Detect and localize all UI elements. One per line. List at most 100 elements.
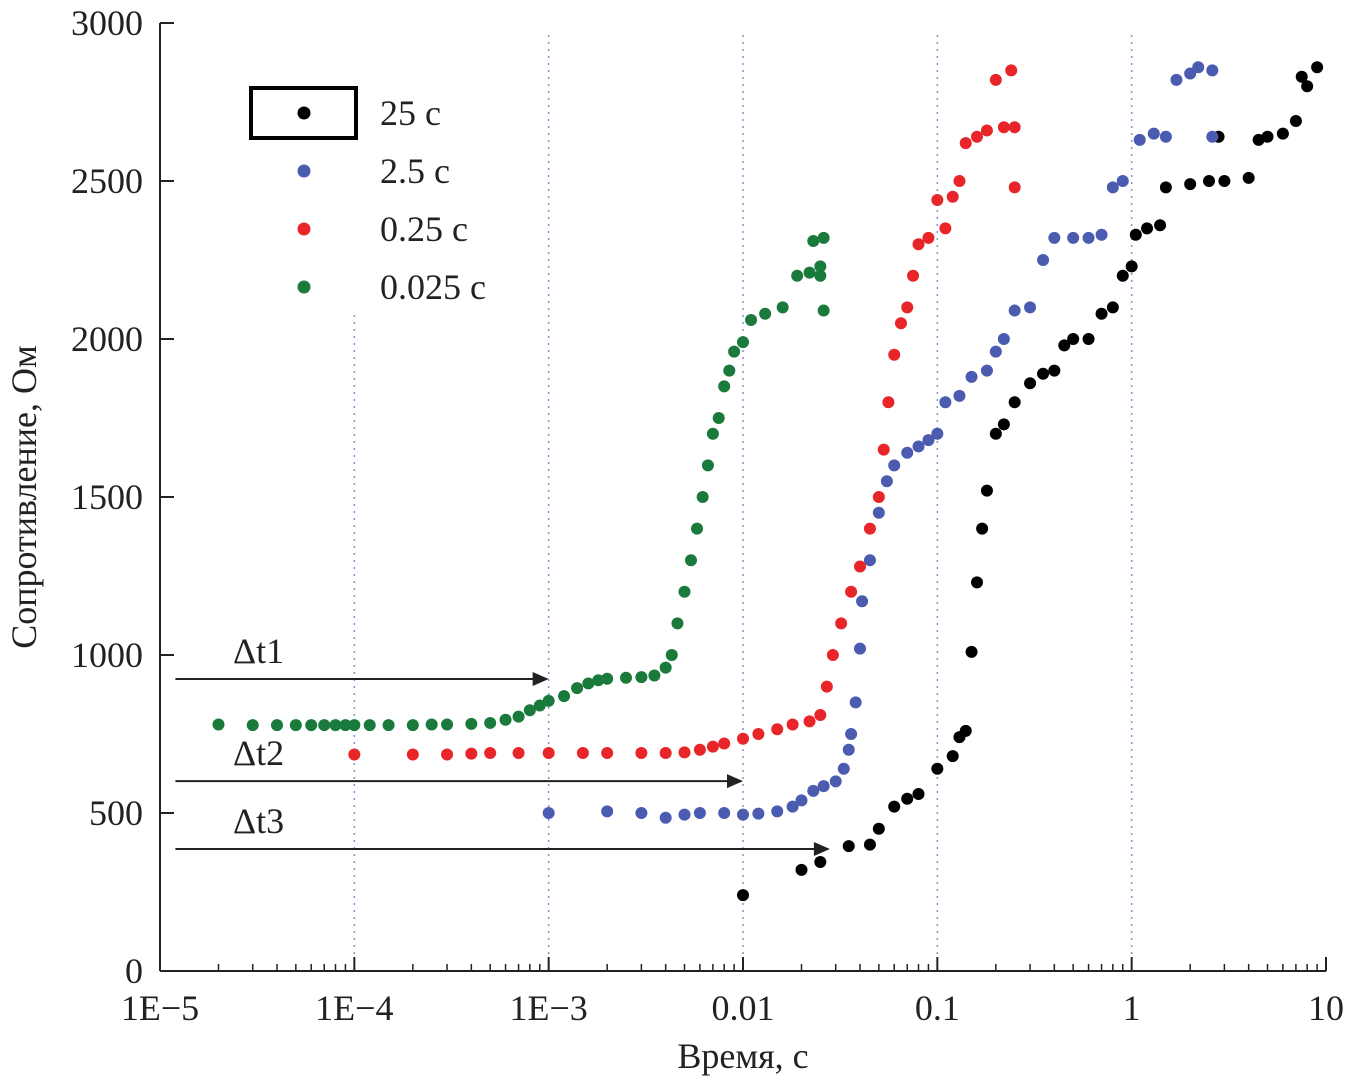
data-point [953, 389, 966, 402]
data-point [863, 522, 876, 535]
data-point [1192, 61, 1205, 74]
data-points [212, 61, 1324, 902]
data-point [854, 642, 867, 655]
data-point [829, 775, 842, 788]
data-point [665, 649, 678, 661]
data-point [931, 193, 944, 206]
data-point [737, 889, 749, 902]
data-point [582, 677, 595, 690]
data-point [1261, 130, 1274, 143]
data-point [212, 718, 225, 731]
x-tick-label: 0.01 [712, 988, 775, 1028]
data-point [659, 811, 672, 824]
data-point [718, 737, 731, 750]
data-point [771, 723, 784, 736]
data-point [523, 704, 536, 717]
data-point [542, 746, 555, 759]
data-point [817, 231, 830, 244]
x-tick-label: 1 [1123, 988, 1141, 1028]
data-point [1147, 127, 1160, 140]
data-point [997, 333, 1010, 345]
arrowhead [532, 672, 549, 687]
arrowhead [813, 842, 830, 857]
data-point [901, 446, 914, 459]
data-point [701, 459, 714, 472]
data-point [271, 719, 284, 732]
data-point [406, 719, 419, 732]
data-point [1289, 114, 1302, 127]
data-point [946, 190, 959, 203]
data-point [363, 719, 376, 732]
data-point [512, 746, 525, 759]
legend-marker [297, 164, 311, 178]
data-point [752, 728, 765, 740]
data-point [619, 671, 632, 684]
data-point [601, 805, 614, 818]
data-point [971, 130, 984, 143]
data-point [601, 746, 614, 759]
data-point [931, 427, 944, 440]
data-point [406, 748, 419, 761]
data-point [737, 732, 749, 745]
data-point [849, 696, 862, 709]
data-point [1116, 269, 1129, 282]
data-point [718, 807, 731, 819]
data-point [728, 345, 741, 358]
data-point [1106, 181, 1119, 194]
data-point [907, 269, 920, 282]
data-point [1202, 175, 1215, 187]
data-point [989, 345, 1002, 358]
data-point [1184, 67, 1197, 80]
data-point [1082, 231, 1095, 244]
legend-label: 2.5 с [380, 151, 450, 191]
data-point [771, 805, 784, 818]
data-point [888, 348, 901, 361]
data-point [786, 800, 799, 813]
data-point [329, 719, 342, 732]
data-point [856, 595, 869, 608]
data-point [671, 617, 684, 630]
data-point [953, 175, 966, 187]
data-point [542, 694, 555, 707]
data-point [971, 576, 984, 589]
data-point [803, 266, 816, 279]
data-point [901, 301, 914, 314]
data-point [786, 718, 799, 731]
data-point [842, 743, 855, 756]
data-point [1206, 130, 1219, 143]
data-point [817, 780, 830, 793]
data-point [1116, 175, 1129, 187]
data-point [1048, 231, 1061, 244]
legend-marker [297, 222, 311, 236]
data-point [845, 585, 858, 598]
data-point [382, 719, 395, 732]
data-point [872, 822, 885, 835]
data-point [872, 506, 885, 519]
data-point [499, 713, 512, 726]
annotation-label: Δt2 [233, 733, 284, 773]
data-point [989, 73, 1002, 86]
data-point [1008, 304, 1021, 317]
data-point [912, 238, 925, 251]
x-tick-label: 1E−5 [121, 988, 199, 1028]
data-point [946, 750, 959, 763]
data-point [807, 784, 820, 797]
data-point [1005, 64, 1018, 77]
annotations: Δt1 Δt2 Δt3 [175, 631, 830, 857]
annotation-label: Δt3 [233, 801, 284, 841]
data-point [1008, 181, 1021, 194]
data-point [1154, 219, 1167, 232]
legend-highlight-box [249, 86, 358, 140]
data-point [1311, 61, 1324, 74]
data-point [814, 260, 827, 273]
data-point [1129, 228, 1142, 241]
data-point [959, 724, 972, 737]
data-point [752, 807, 765, 820]
data-point [922, 231, 935, 244]
data-point [820, 680, 833, 693]
data-point [814, 709, 827, 722]
x-tick-label: 0.1 [915, 988, 960, 1028]
data-point [1024, 301, 1037, 314]
data-point [465, 747, 478, 760]
